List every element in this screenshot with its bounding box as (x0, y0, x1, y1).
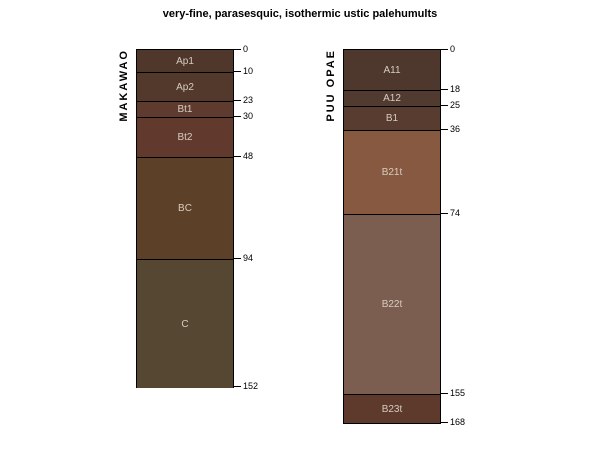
depth-tick-label: 25 (450, 100, 461, 110)
depth-tick (440, 105, 448, 106)
depth-tick-label: 36 (450, 124, 461, 134)
horizon-label: B22t (381, 299, 403, 310)
depth-tick-label: 18 (450, 84, 461, 94)
soil-horizon: BC (137, 157, 233, 259)
depth-tick (440, 49, 448, 50)
depth-tick-label: 10 (243, 66, 254, 76)
depth-tick (440, 129, 448, 130)
horizon-label: A12 (383, 93, 401, 104)
depth-tick (233, 71, 241, 72)
depth-tick-label: 152 (243, 381, 259, 391)
depth-tick-label: 23 (243, 95, 254, 105)
horizon-label: B21t (381, 167, 403, 178)
profile-id-label: MAKAWAO (118, 49, 130, 122)
soil-horizon: B22t (344, 214, 440, 394)
depth-tick (233, 116, 241, 117)
depth-tick (440, 89, 448, 90)
horizon-label: C (181, 318, 189, 330)
depth-tick-label: 0 (450, 44, 456, 54)
horizon-label: A11 (383, 64, 401, 76)
profile-column: A11 A12 B1 B21t B22t B23t (343, 49, 441, 424)
profile-id-label: PUU OPAE (325, 49, 337, 122)
horizon-label: Ap1 (176, 55, 194, 67)
horizon-label: Ap2 (176, 81, 194, 93)
horizon-label: B23t (381, 403, 403, 415)
soil-horizon: A11 (344, 50, 440, 90)
depth-tick-label: 94 (243, 253, 254, 263)
depth-tick-label: 74 (450, 208, 461, 218)
depth-tick (233, 100, 241, 101)
soil-horizon: A12 (344, 90, 440, 106)
chart-title: very-fine, parasesquic, isothermic ustic… (162, 8, 438, 20)
depth-tick-label: 30 (243, 111, 254, 121)
soil-horizon: C (137, 259, 233, 388)
depth-tick (233, 49, 241, 50)
depth-tick-label: 168 (450, 417, 466, 427)
soil-horizon: B21t (344, 130, 440, 214)
depth-tick (233, 258, 241, 259)
soil-horizon: B23t (344, 394, 440, 423)
horizon-label: B1 (385, 113, 399, 124)
depth-tick-label: 155 (450, 388, 466, 398)
depth-tick (440, 393, 448, 394)
soil-horizon: Ap2 (137, 72, 233, 101)
depth-tick (440, 422, 448, 423)
soil-horizon: B1 (344, 106, 440, 130)
horizon-label: Bt2 (177, 132, 193, 143)
soil-horizon: Bt2 (137, 117, 233, 157)
horizon-label: BC (178, 203, 192, 214)
profile-column: Ap1 Ap2 Bt1 Bt2 BC C (136, 49, 234, 388)
depth-tick (233, 156, 241, 157)
horizon-label: Bt1 (177, 104, 193, 115)
depth-tick-label: 48 (243, 151, 254, 161)
soil-horizon: Ap1 (137, 50, 233, 72)
soil-horizon: Bt1 (137, 101, 233, 117)
depth-tick (440, 213, 448, 214)
depth-tick-label: 0 (243, 44, 249, 54)
depth-tick (233, 386, 241, 387)
